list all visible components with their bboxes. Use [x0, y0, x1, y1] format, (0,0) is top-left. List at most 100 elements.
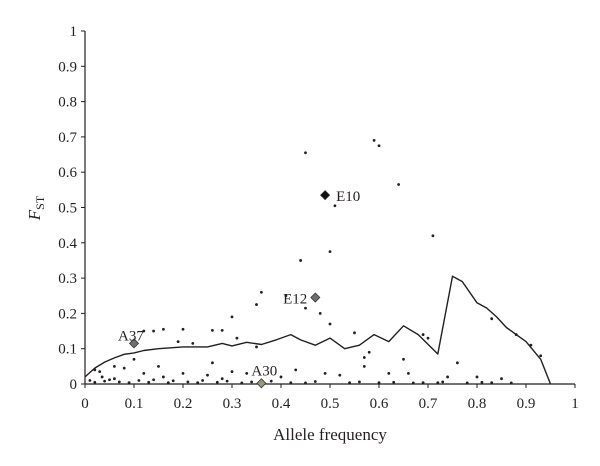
scatter-point: [103, 379, 106, 383]
scatter-point: [211, 361, 214, 365]
y-tick-label: 0.3: [58, 271, 77, 287]
scatter-point: [500, 377, 503, 381]
scatter-point: [411, 381, 415, 385]
y-tick-label: 0.5: [58, 201, 77, 217]
scatter-point: [122, 366, 126, 370]
scatter-point: [377, 381, 381, 384]
scatter-point: [456, 361, 459, 365]
scatter-point: [142, 329, 146, 333]
scatter-point: [402, 357, 405, 361]
scatter-point: [372, 139, 376, 142]
scatter-point: [186, 380, 190, 384]
scatter-point: [421, 381, 425, 384]
scatter-point: [137, 379, 141, 382]
x-tick-label: 0.8: [468, 396, 487, 412]
scatter-point: [362, 356, 366, 359]
y-tick-label: 0.1: [58, 342, 77, 358]
labeled-point-label: A30: [251, 363, 277, 379]
scatter-point: [465, 381, 469, 385]
scatter-point: [176, 340, 180, 344]
x-tick-label: 0.2: [174, 396, 193, 412]
scatter-point: [446, 375, 449, 379]
x-tick-label: 0.4: [272, 396, 291, 412]
x-tick-label: 0.5: [321, 396, 340, 412]
scatter-point: [348, 381, 351, 384]
x-tick-label: 0: [81, 396, 89, 412]
scatter-point: [215, 380, 219, 384]
scatter-point: [166, 381, 170, 384]
scatter-point: [426, 336, 430, 340]
scatter-point: [255, 345, 258, 349]
scatter-point: [250, 380, 254, 384]
labeled-point-marker: [128, 338, 140, 349]
y-axis-label: FST: [25, 195, 47, 221]
y-tick-label: 0.6: [58, 165, 77, 181]
scatter-point: [304, 151, 307, 155]
y-axis-label-main: F: [25, 209, 44, 221]
scatter-point: [157, 364, 160, 368]
y-tick-label: 1: [70, 24, 78, 40]
y-tick-label: 0.4: [58, 236, 77, 252]
scatter-point: [93, 380, 97, 384]
scatter-point: [225, 379, 229, 383]
y-tick-label: 0.9: [58, 59, 77, 75]
scatter-point: [431, 234, 435, 238]
labeled-point-label: E10: [336, 189, 360, 205]
scatter-point: [407, 372, 410, 375]
scatter-point: [490, 317, 494, 321]
x-tick-label: 0.1: [125, 396, 144, 412]
scatter-point: [367, 350, 371, 354]
scatter-point: [304, 306, 307, 310]
scatter-point: [206, 373, 209, 377]
scatter-point: [318, 312, 322, 315]
scatter-point: [147, 380, 151, 384]
scatter-point: [240, 381, 244, 385]
scatter-point: [201, 379, 205, 382]
scatter-point: [323, 372, 327, 375]
scatter-point: [358, 380, 361, 384]
scatter-point: [235, 336, 239, 340]
scatter-point: [220, 328, 224, 332]
scatter-point: [480, 380, 484, 384]
scatter-point: [539, 354, 543, 358]
scatter-point: [117, 380, 121, 384]
x-ticks: 0 0.1 0.2 0.3 0.4 0.5 0.6 0.7 0.8 0.9 1: [81, 384, 579, 412]
labeled-point-marker: [256, 378, 267, 389]
scatter-point: [362, 364, 366, 368]
scatter-point: [211, 328, 214, 332]
y-axis-label-sub: ST: [33, 195, 47, 210]
scatter-point: [220, 377, 224, 381]
scatter-point: [181, 372, 185, 375]
scatter-point: [338, 373, 342, 377]
scatter-point: [152, 378, 156, 382]
scatter-point: [313, 380, 317, 383]
labeled-point-marker: [310, 292, 321, 303]
scatter-point: [377, 144, 381, 148]
y-tick-label: 0.8: [58, 95, 77, 111]
scatter-point: [421, 333, 425, 336]
labeled-points: E10 E12 A37 A30: [118, 189, 360, 389]
x-tick-label: 0.6: [370, 396, 389, 412]
scatter-point: [328, 322, 332, 326]
scatter-point: [230, 370, 234, 374]
scatter-point: [98, 370, 102, 374]
scatter-point: [269, 379, 273, 383]
scatter-point: [299, 259, 302, 262]
scatter-point: [260, 290, 263, 294]
scatter-point: [509, 381, 513, 385]
scatter-point: [108, 378, 111, 382]
scatter-point: [333, 204, 337, 208]
scatter-point: [142, 372, 146, 375]
scatter-point: [162, 375, 165, 379]
scatter-point: [88, 379, 92, 382]
scatter-point: [294, 368, 298, 372]
y-tick-label: 0.2: [58, 306, 77, 322]
scatter-point: [113, 364, 116, 368]
labeled-point-label: A37: [118, 328, 144, 344]
scatter-point: [162, 327, 165, 331]
scatter-point: [397, 183, 400, 186]
scatter-point: [387, 372, 391, 375]
x-tick-label: 0.3: [223, 396, 242, 412]
x-axis-label: Allele frequency: [273, 425, 387, 444]
